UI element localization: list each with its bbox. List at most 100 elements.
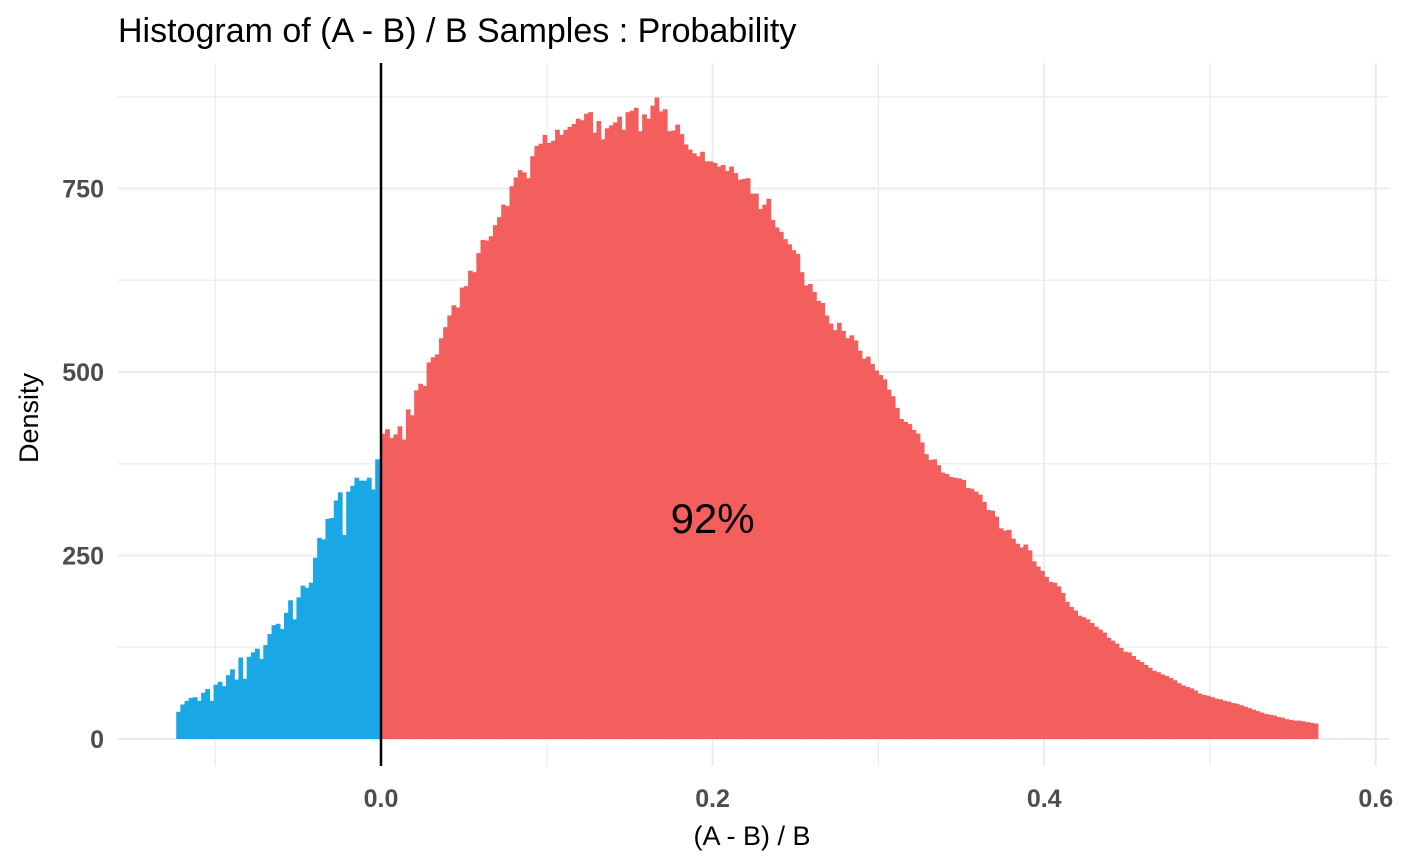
histogram-bar-negative <box>209 700 215 739</box>
histogram-bar-positive <box>691 153 697 739</box>
y-tick-label: 250 <box>62 543 104 571</box>
histogram-bar-negative <box>267 634 273 739</box>
histogram-bar-positive <box>932 459 938 739</box>
histogram-bar-positive <box>559 134 564 740</box>
histogram-bar-positive <box>418 383 424 739</box>
histogram-bar-positive <box>857 350 863 739</box>
histogram-bar-positive <box>1019 547 1025 739</box>
histogram-bar-positive <box>381 433 386 739</box>
histogram-bar-positive <box>737 179 743 739</box>
histogram-bar-positive <box>994 516 1000 739</box>
histogram-bar-positive <box>459 287 465 739</box>
histogram-bar-negative <box>201 692 206 739</box>
histogram-bar-positive <box>629 110 635 739</box>
histogram-bar-negative <box>196 700 202 739</box>
histogram-bar-positive <box>1214 698 1219 739</box>
histogram-bar-positive <box>1023 544 1029 739</box>
histogram-bar-positive <box>687 149 693 740</box>
histogram-bar-positive <box>948 476 954 739</box>
histogram-bar-positive <box>1077 615 1083 739</box>
histogram-bar-positive <box>613 122 618 739</box>
histogram-bar-positive <box>1280 717 1286 739</box>
histogram-bar-positive <box>1052 582 1058 739</box>
histogram-bar-negative <box>234 679 240 739</box>
histogram-bar-positive <box>1081 617 1087 739</box>
histogram-bar-positive <box>944 474 950 739</box>
histogram-bar-negative <box>238 657 244 739</box>
histogram-bar-positive <box>957 478 962 739</box>
histogram-bar-positive <box>919 442 925 739</box>
histogram-bar-positive <box>878 374 884 739</box>
histogram-bar-negative <box>205 689 210 739</box>
histogram-bar-positive <box>1056 586 1062 739</box>
histogram-bar-positive <box>1297 720 1302 739</box>
chart-title: Histogram of (A - B) / B Samples : Proba… <box>118 12 796 50</box>
histogram-bar-positive <box>1205 695 1211 739</box>
histogram-bar-positive <box>720 165 726 739</box>
histogram-bar-negative <box>358 480 364 739</box>
histogram-bar-negative <box>213 684 219 739</box>
histogram-bar-negative <box>230 669 235 739</box>
probability-annotation: 92% <box>671 495 755 542</box>
histogram-bar-positive <box>555 129 560 739</box>
histogram-bar-positive <box>787 244 792 739</box>
y-tick-label: 0 <box>90 726 104 754</box>
histogram-bar-positive <box>1313 723 1319 739</box>
histogram-bar-positive <box>662 109 668 740</box>
histogram-bar-positive <box>741 178 747 739</box>
histogram-bar-positive <box>1305 722 1311 739</box>
histogram-bar-positive <box>1301 721 1306 739</box>
histogram-bar-negative <box>254 648 260 739</box>
histogram-bar-positive <box>716 166 722 740</box>
histogram-bar-positive <box>729 166 734 740</box>
histogram-bar-positive <box>1027 550 1033 739</box>
histogram-bar-negative <box>259 658 264 739</box>
histogram-bar-positive <box>1189 688 1195 739</box>
histogram-bar-positive <box>617 116 622 739</box>
histogram-bar-negative <box>292 619 298 739</box>
histogram-bar-positive <box>588 112 593 739</box>
histogram-bar-positive <box>1139 661 1145 739</box>
histogram-bar-negative <box>279 628 285 739</box>
histogram-bar-negative <box>342 534 347 739</box>
histogram-bar-positive <box>820 303 826 739</box>
histogram-bar-positive <box>745 178 751 740</box>
histogram-bar-positive <box>563 129 569 739</box>
histogram-bar-positive <box>550 140 556 740</box>
histogram-bar-positive <box>463 286 469 739</box>
histogram-bar-negative <box>176 711 181 739</box>
histogram-bar-negative <box>362 480 368 739</box>
histogram-bar-positive <box>725 170 730 739</box>
histogram-bar-positive <box>870 363 875 739</box>
histogram-bar-positive <box>1147 667 1153 739</box>
histogram-bar-positive <box>405 409 411 739</box>
histogram-bar-positive <box>799 272 805 739</box>
histogram-bar-positive <box>521 172 527 740</box>
histogram-bar-positive <box>1226 701 1232 739</box>
histogram-bar-positive <box>969 488 975 739</box>
histogram-bar-positive <box>584 113 589 739</box>
histogram-bar-positive <box>397 426 403 739</box>
histogram-bar-positive <box>426 362 432 739</box>
histogram-bar-negative <box>325 518 331 739</box>
histogram-bar-positive <box>414 390 419 739</box>
histogram-bar-positive <box>658 111 664 740</box>
histogram-bar-positive <box>1131 656 1136 739</box>
histogram-bar-positive <box>828 323 834 739</box>
histogram-bar-positive <box>915 433 921 739</box>
histogram-bar-negative <box>246 656 252 739</box>
histogram-bar-positive <box>766 198 772 739</box>
histogram-bar-positive <box>650 105 656 739</box>
histogram-bar-positive <box>803 285 809 739</box>
histogram-bar-positive <box>480 239 486 739</box>
histogram-bar-positive <box>1102 632 1107 739</box>
histogram-bar-positive <box>1114 643 1120 739</box>
histogram-bar-positive <box>1247 708 1253 739</box>
histogram-bar-positive <box>1015 543 1020 739</box>
histogram-bar-positive <box>1185 686 1190 739</box>
histogram-bar-positive <box>1243 706 1248 739</box>
histogram-bar-positive <box>1255 711 1261 739</box>
histogram-bar-positive <box>977 494 983 739</box>
histogram-bar-positive <box>1069 606 1074 739</box>
